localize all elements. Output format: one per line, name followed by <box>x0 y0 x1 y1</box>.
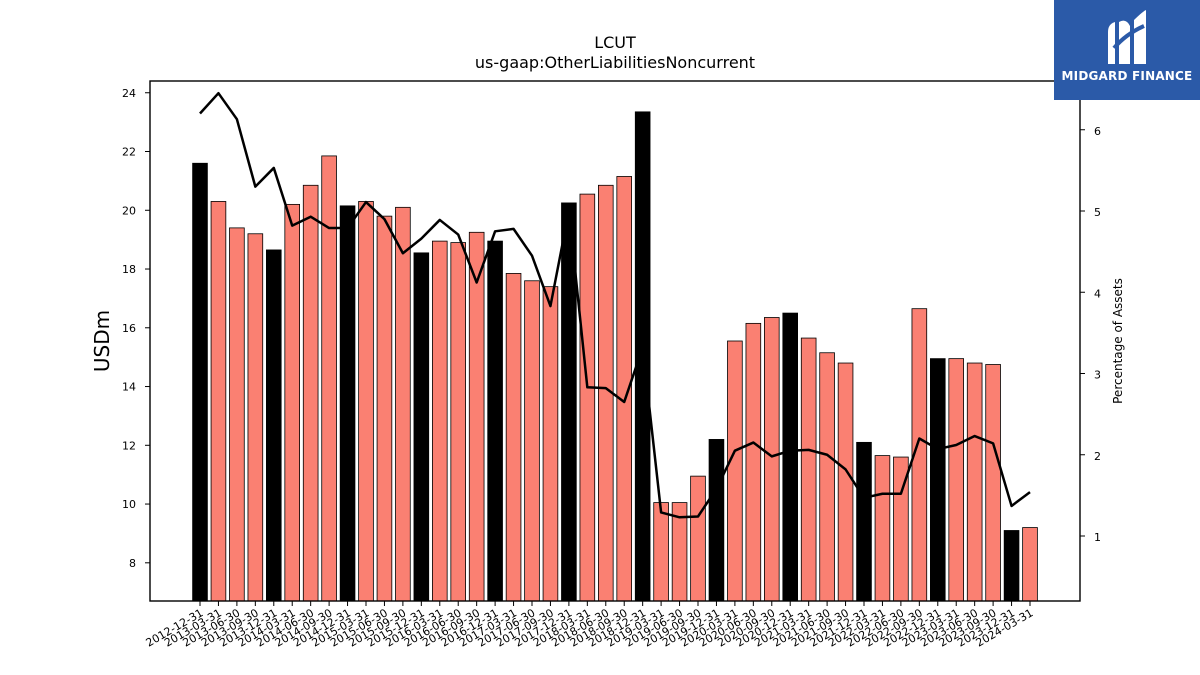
bar-2015-12-31 <box>413 252 430 602</box>
y-tick-label-14: 14 <box>122 381 136 394</box>
y2-tick-label-5: 5 <box>1094 206 1101 219</box>
bar-2013-06-30 <box>229 227 245 602</box>
bar-2021-12-31 <box>856 441 872 602</box>
bar-2021-03-31 <box>800 337 817 602</box>
logo: MIDGARD FINANCE <box>1054 0 1200 100</box>
plot-frame <box>149 80 1081 602</box>
bar-2015-03-31 <box>358 201 374 602</box>
bar-2015-09-30 <box>395 206 411 602</box>
bar-2014-03-31 <box>284 203 300 602</box>
y-axis: 8 10 12 14 16 18 20 22 24 <box>122 87 150 570</box>
y2-axis: 1 2 3 4 5 6 <box>1080 125 1101 544</box>
bar-2020-03-31 <box>727 340 743 602</box>
bar-2017-06-30 <box>524 280 540 602</box>
bar-2023-03-31 <box>948 358 965 602</box>
bar-2014-06-30 <box>302 184 319 602</box>
y2-tick-label-3: 3 <box>1094 369 1101 382</box>
bar-2019-12-31 <box>708 439 725 602</box>
bar-2020-09-30 <box>764 317 780 602</box>
bar-2016-09-30 <box>468 231 485 602</box>
bar-2020-12-31 <box>782 312 799 602</box>
y2-axis-label: Percentage of Assets <box>1111 278 1125 404</box>
bar-2013-09-30 <box>247 233 264 602</box>
y2-tick-label-2: 2 <box>1094 450 1101 463</box>
bar-2013-12-31 <box>265 249 282 602</box>
bar-2024-03-31 <box>1022 527 1038 602</box>
bar-2019-09-30 <box>690 475 706 602</box>
bar-2016-03-31 <box>431 240 448 602</box>
y2-tick-label-1: 1 <box>1094 531 1101 544</box>
y-tick-label-22: 22 <box>122 146 136 159</box>
bar-2021-09-30 <box>837 362 854 602</box>
bar-2014-09-30 <box>321 155 337 602</box>
bar-2016-12-31 <box>487 240 503 602</box>
y2-tick-label-6: 6 <box>1094 125 1101 138</box>
chart-title: LCUT <box>594 33 636 52</box>
bar-2022-12-31 <box>930 358 946 602</box>
y-tick-label-18: 18 <box>122 263 136 276</box>
y-tick-label-24: 24 <box>122 87 136 100</box>
y2-tick-label-4: 4 <box>1094 287 1101 300</box>
chart-subtitle: us-gaap:OtherLiabilitiesNoncurrent <box>475 53 755 72</box>
y-tick-label-16: 16 <box>122 322 136 335</box>
bar-2017-09-30 <box>542 286 559 602</box>
bar-2014-12-31 <box>339 205 356 602</box>
bars-group <box>192 111 1038 602</box>
bar-2023-06-30 <box>966 362 983 602</box>
y-tick-label-20: 20 <box>122 204 136 217</box>
x-axis: 2012-12-312013-03-312013-06-302013-09-30… <box>144 601 1036 650</box>
bar-2018-03-31 <box>579 193 596 602</box>
bar-2021-06-30 <box>819 352 835 602</box>
bar-2019-03-31 <box>653 502 669 602</box>
bar-2017-03-31 <box>505 273 522 602</box>
y-tick-label-10: 10 <box>122 498 136 511</box>
logo-text: MIDGARD FINANCE <box>1061 69 1193 83</box>
bar-2013-03-31 <box>210 201 227 602</box>
y-tick-label-8: 8 <box>129 557 136 570</box>
bar-2020-06-30 <box>745 322 762 602</box>
y-tick-label-12: 12 <box>122 439 136 452</box>
percentage-of-assets-line <box>199 91 1031 519</box>
bar-2022-03-31 <box>874 455 891 602</box>
bar-2015-06-30 <box>376 215 393 602</box>
bar-2023-12-31 <box>1003 530 1020 602</box>
bar-2012-12-31 <box>192 162 208 602</box>
bar-2023-09-30 <box>985 364 1001 602</box>
line-group <box>199 91 1031 519</box>
logo-mark-icon <box>1108 10 1146 64</box>
y-axis-label: USDm <box>90 310 114 372</box>
bar-2016-06-30 <box>450 242 466 602</box>
